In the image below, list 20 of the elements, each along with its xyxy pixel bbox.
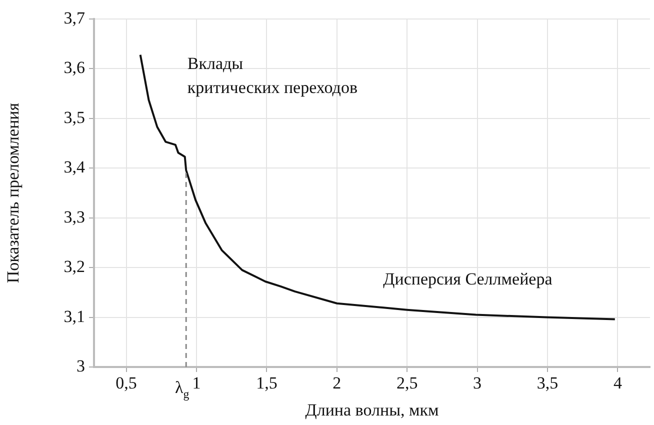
- x-tick-label: 3,5: [536, 374, 558, 393]
- y-tick-label: 3,3: [64, 207, 85, 226]
- x-tick-label: 4: [613, 374, 622, 393]
- y-tick-label: 3,7: [64, 8, 86, 28]
- y-axis-title: Показатель преломления: [4, 102, 23, 284]
- y-tick-label: 3,2: [64, 257, 85, 276]
- annotation: Вклады критических переходов: [187, 54, 358, 97]
- x-axis-title: Длина волны, мкм: [305, 400, 440, 420]
- y-tick-label: 3,1: [64, 306, 85, 326]
- x-tick-label: 1: [192, 374, 201, 393]
- y-tick-label: 3,5: [64, 108, 85, 127]
- x-tick-label: 0,5: [116, 374, 137, 393]
- x-tick-label: 2: [332, 374, 342, 393]
- x-tick-label: 3: [473, 374, 482, 393]
- y-tick-label: 3,6: [64, 58, 85, 78]
- y-tick-label: 3: [76, 356, 85, 376]
- annotation: Дисперсия Селлмейера: [383, 270, 553, 289]
- y-tick-label: 3,4: [64, 158, 86, 177]
- x-tick-label: 1,5: [256, 374, 278, 393]
- x-tick-label: 2,5: [396, 374, 418, 393]
